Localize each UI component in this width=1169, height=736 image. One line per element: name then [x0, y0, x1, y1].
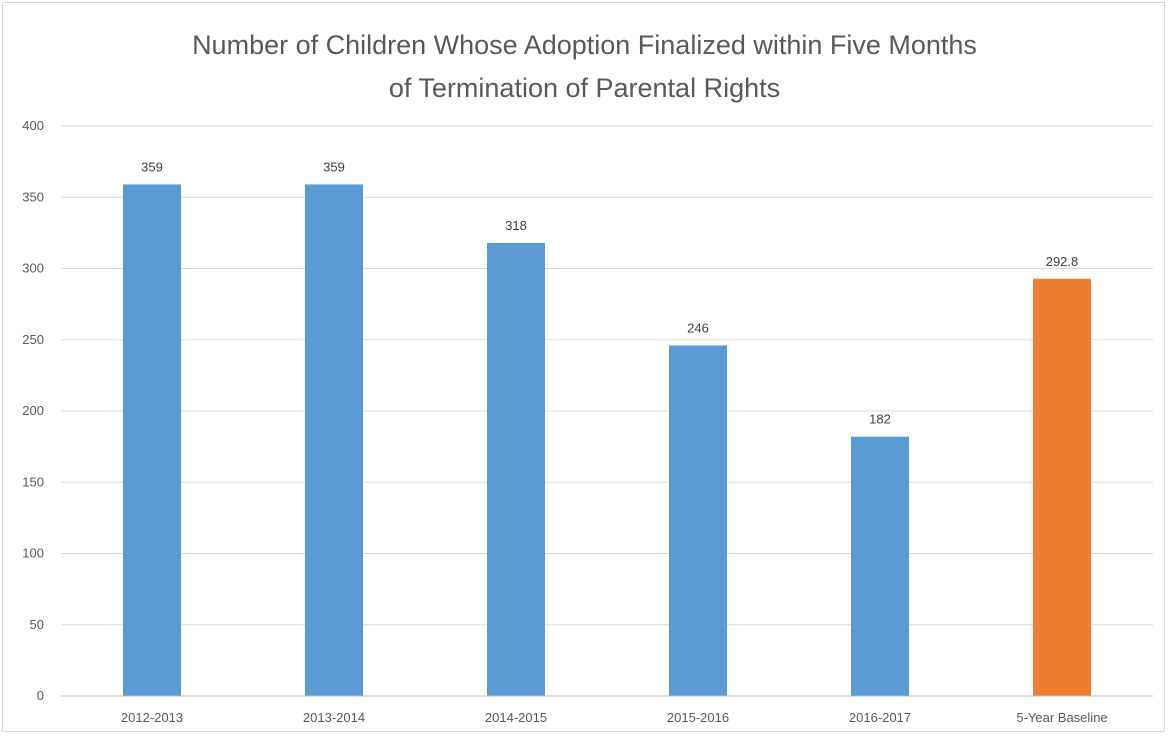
- chart-title: Number of Children Whose Adoption Finali…: [0, 24, 1169, 110]
- data-label: 318: [505, 218, 527, 233]
- bar-2014-2015: [487, 242, 545, 696]
- y-axis: 0 50 100 150 200 250 300 350 400: [22, 118, 44, 703]
- x-tick-label: 2014-2015: [485, 710, 547, 725]
- data-label: 359: [141, 159, 163, 174]
- x-tick-label: 5-Year Baseline: [1016, 710, 1107, 725]
- bars: [123, 184, 1091, 697]
- data-label: 292.8: [1046, 254, 1079, 269]
- y-tick-label: 150: [22, 474, 44, 489]
- bar-2012-2013: [123, 184, 181, 697]
- bar-2016-2017: [851, 436, 909, 696]
- data-labels: 359 359 318 246 182 292.8: [141, 159, 1078, 426]
- y-tick-label: 200: [22, 403, 44, 418]
- y-tick-label: 100: [22, 546, 44, 561]
- y-tick-label: 350: [22, 189, 44, 204]
- x-tick-label: 2016-2017: [849, 710, 911, 725]
- y-tick-label: 300: [22, 261, 44, 276]
- bar-5-year-baseline: [1033, 278, 1091, 696]
- y-tick-label: 0: [37, 688, 44, 703]
- x-axis: 2012-2013 2013-2014 2014-2015 2015-2016 2016…: [61, 695, 1153, 725]
- y-tick-label: 250: [22, 332, 44, 347]
- gridlines: [61, 125, 1153, 697]
- data-label: 359: [323, 159, 345, 174]
- chart-title-line-2: of Termination of Parental Rights: [388, 73, 781, 103]
- x-tick-label: 2013-2014: [303, 710, 365, 725]
- data-label: 182: [869, 412, 891, 427]
- x-tick-label: 2012-2013: [121, 710, 183, 725]
- y-tick-label: 400: [22, 118, 44, 133]
- x-tick-label: 2015-2016: [667, 710, 729, 725]
- chart-title-line-1: Number of Children Whose Adoption Finali…: [192, 30, 977, 60]
- bar-2015-2016: [669, 345, 727, 696]
- y-tick-label: 50: [30, 617, 44, 632]
- bar-2013-2014: [305, 184, 363, 697]
- data-label: 246: [687, 320, 709, 335]
